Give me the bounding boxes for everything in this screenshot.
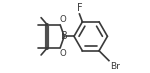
Text: F: F <box>77 2 82 12</box>
Text: B: B <box>61 31 68 41</box>
Text: Br: Br <box>110 62 120 71</box>
Text: O: O <box>60 15 67 24</box>
Text: O: O <box>60 49 67 58</box>
